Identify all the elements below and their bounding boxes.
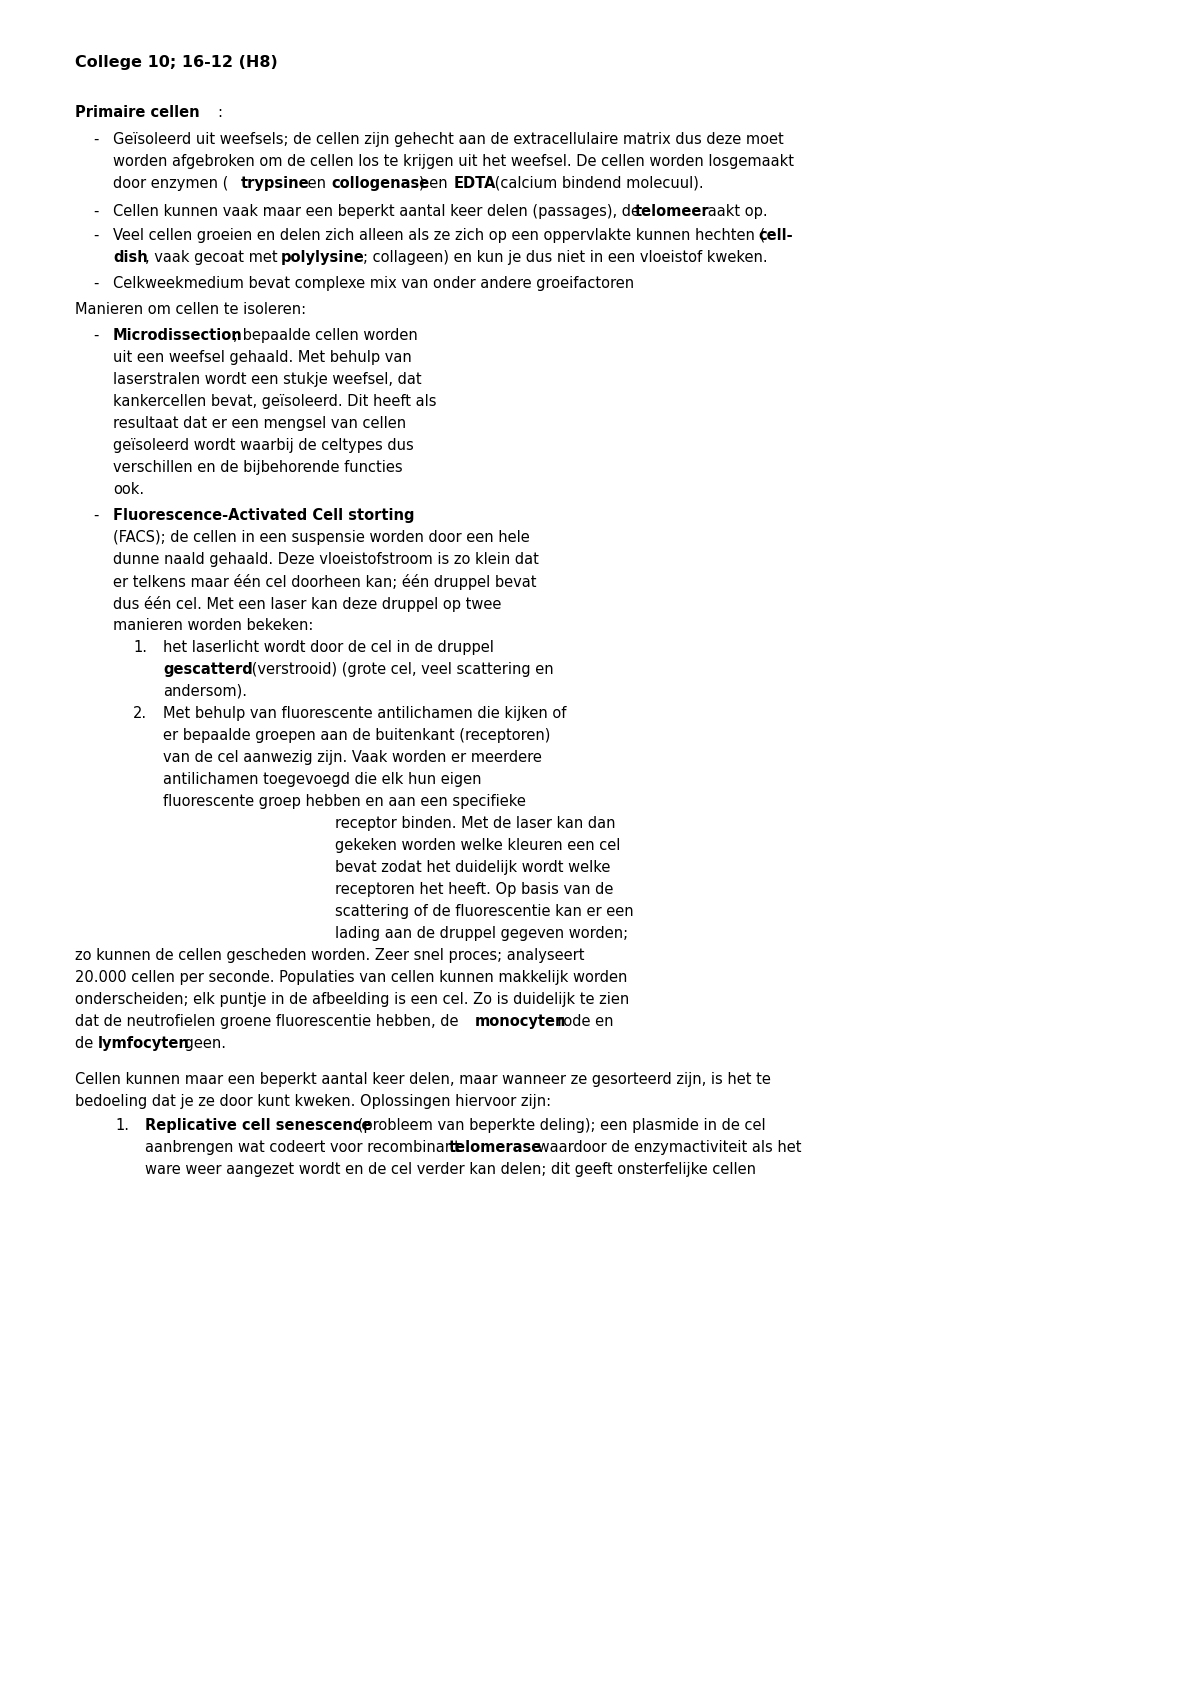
- Text: rode en: rode en: [553, 1015, 613, 1028]
- Text: -: -: [94, 507, 98, 523]
- Text: ; collageen) en kun je dus niet in een vloeistof kweken.: ; collageen) en kun je dus niet in een v…: [364, 249, 768, 265]
- Text: Microdissection: Microdissection: [113, 328, 242, 343]
- Text: ; bepaalde cellen worden: ; bepaalde cellen worden: [233, 328, 418, 343]
- Text: Cellen kunnen maar een beperkt aantal keer delen, maar wanneer ze gesorteerd zij: Cellen kunnen maar een beperkt aantal ke…: [74, 1073, 770, 1088]
- Text: trypsine: trypsine: [241, 176, 310, 192]
- Text: laserstralen wordt een stukje weefsel, dat: laserstralen wordt een stukje weefsel, d…: [113, 372, 421, 387]
- Text: collogenase: collogenase: [331, 176, 430, 192]
- Text: waardoor de enzymactiviteit als het: waardoor de enzymactiviteit als het: [533, 1140, 802, 1156]
- Text: cell-: cell-: [758, 227, 793, 243]
- Text: 1.: 1.: [133, 640, 146, 655]
- Text: bedoeling dat je ze door kunt kweken. Oplossingen hiervoor zijn:: bedoeling dat je ze door kunt kweken. Op…: [74, 1095, 551, 1110]
- Text: door enzymen (: door enzymen (: [113, 176, 228, 192]
- Text: Met behulp van fluorescente antilichamen die kijken of: Met behulp van fluorescente antilichamen…: [163, 706, 566, 721]
- Text: (calcium bindend molecuul).: (calcium bindend molecuul).: [490, 176, 703, 192]
- Text: dus één cel. Met een laser kan deze druppel op twee: dus één cel. Met een laser kan deze drup…: [113, 596, 502, 613]
- Text: andersom).: andersom).: [163, 684, 247, 699]
- Text: (verstrooid) (grote cel, veel scattering en: (verstrooid) (grote cel, veel scattering…: [247, 662, 553, 677]
- Text: ook.: ook.: [113, 482, 144, 497]
- Text: fluorescente groep hebben en aan een specifieke: fluorescente groep hebben en aan een spe…: [163, 794, 526, 809]
- Text: verschillen en de bijbehorende functies: verschillen en de bijbehorende functies: [113, 460, 403, 475]
- Text: geen.: geen.: [180, 1035, 226, 1050]
- Text: telomeer: telomeer: [635, 204, 709, 219]
- Text: Cellen kunnen vaak maar een beperkt aantal keer delen (passages), de: Cellen kunnen vaak maar een beperkt aant…: [113, 204, 644, 219]
- Text: Manieren om cellen te isoleren:: Manieren om cellen te isoleren:: [74, 302, 306, 317]
- Text: dat de neutrofielen groene fluorescentie hebben, de: dat de neutrofielen groene fluorescentie…: [74, 1015, 463, 1028]
- Text: College 10; 16-12 (H8): College 10; 16-12 (H8): [74, 54, 277, 70]
- Text: -: -: [94, 328, 98, 343]
- Text: zo kunnen de cellen gescheden worden. Zeer snel proces; analyseert: zo kunnen de cellen gescheden worden. Ze…: [74, 949, 584, 962]
- Text: antilichamen toegevoegd die elk hun eigen: antilichamen toegevoegd die elk hun eige…: [163, 772, 481, 787]
- Text: Primaire cellen: Primaire cellen: [74, 105, 199, 120]
- Text: lading aan de druppel gegeven worden;: lading aan de druppel gegeven worden;: [335, 927, 628, 942]
- Text: dish: dish: [113, 249, 148, 265]
- Text: 1.: 1.: [115, 1118, 130, 1134]
- Text: Geïsoleerd uit weefsels; de cellen zijn gehecht aan de extracellulaire matrix du: Geïsoleerd uit weefsels; de cellen zijn …: [113, 132, 784, 148]
- Text: van de cel aanwezig zijn. Vaak worden er meerdere: van de cel aanwezig zijn. Vaak worden er…: [163, 750, 542, 765]
- Text: polylysine: polylysine: [281, 249, 365, 265]
- Text: en: en: [302, 176, 331, 192]
- Text: kankercellen bevat, geïsoleerd. Dit heeft als: kankercellen bevat, geïsoleerd. Dit heef…: [113, 394, 437, 409]
- Text: gekeken worden welke kleuren een cel: gekeken worden welke kleuren een cel: [335, 838, 620, 854]
- Text: Fluorescence-Activated Cell storting: Fluorescence-Activated Cell storting: [113, 507, 414, 523]
- Text: uit een weefsel gehaald. Met behulp van: uit een weefsel gehaald. Met behulp van: [113, 350, 412, 365]
- Text: er bepaalde groepen aan de buitenkant (receptoren): er bepaalde groepen aan de buitenkant (r…: [163, 728, 551, 743]
- Text: (FACS); de cellen in een suspensie worden door een hele: (FACS); de cellen in een suspensie worde…: [113, 529, 529, 545]
- Text: -: -: [94, 132, 98, 148]
- Text: de: de: [74, 1035, 98, 1050]
- Text: , vaak gecoat met: , vaak gecoat met: [145, 249, 282, 265]
- Text: monocyten: monocyten: [475, 1015, 566, 1028]
- Text: -: -: [94, 227, 98, 243]
- Text: geïsoleerd wordt waarbij de celtypes dus: geïsoleerd wordt waarbij de celtypes dus: [113, 438, 414, 453]
- Text: Celkweekmedium bevat complexe mix van onder andere groeifactoren: Celkweekmedium bevat complexe mix van on…: [113, 277, 634, 290]
- Text: dunne naald gehaald. Deze vloeistofstroom is zo klein dat: dunne naald gehaald. Deze vloeistofstroo…: [113, 552, 539, 567]
- Text: EDTA: EDTA: [454, 176, 497, 192]
- Text: raakt op.: raakt op.: [697, 204, 768, 219]
- Text: -: -: [94, 277, 98, 290]
- Text: worden afgebroken om de cellen los te krijgen uit het weefsel. De cellen worden : worden afgebroken om de cellen los te kr…: [113, 154, 794, 170]
- Text: 20.000 cellen per seconde. Populaties van cellen kunnen makkelijk worden: 20.000 cellen per seconde. Populaties va…: [74, 971, 628, 984]
- Text: ware weer aangezet wordt en de cel verder kan delen; dit geeft onsterfelijke cel: ware weer aangezet wordt en de cel verde…: [145, 1162, 756, 1178]
- Text: bevat zodat het duidelijk wordt welke: bevat zodat het duidelijk wordt welke: [335, 860, 611, 876]
- Text: -: -: [94, 204, 98, 219]
- Text: gescatterd: gescatterd: [163, 662, 253, 677]
- Text: resultaat dat er een mengsel van cellen: resultaat dat er een mengsel van cellen: [113, 416, 406, 431]
- Text: er telkens maar één cel doorheen kan; één druppel bevat: er telkens maar één cel doorheen kan; éé…: [113, 574, 536, 591]
- Text: onderscheiden; elk puntje in de afbeelding is een cel. Zo is duidelijk te zien: onderscheiden; elk puntje in de afbeeldi…: [74, 993, 629, 1006]
- Text: het laserlicht wordt door de cel in de druppel: het laserlicht wordt door de cel in de d…: [163, 640, 494, 655]
- Text: Replicative cell senescence: Replicative cell senescence: [145, 1118, 372, 1134]
- Text: receptoren het heeft. Op basis van de: receptoren het heeft. Op basis van de: [335, 882, 613, 898]
- Text: Veel cellen groeien en delen zich alleen als ze zich op een oppervlakte kunnen h: Veel cellen groeien en delen zich alleen…: [113, 227, 766, 243]
- Text: receptor binden. Met de laser kan dan: receptor binden. Met de laser kan dan: [335, 816, 616, 832]
- Text: telomerase: telomerase: [449, 1140, 542, 1156]
- Text: ) en: ) en: [419, 176, 452, 192]
- Text: manieren worden bekeken:: manieren worden bekeken:: [113, 618, 313, 633]
- Text: scattering of de fluorescentie kan er een: scattering of de fluorescentie kan er ee…: [335, 905, 634, 920]
- Text: (probleem van beperkte deling); een plasmide in de cel: (probleem van beperkte deling); een plas…: [353, 1118, 766, 1134]
- Text: :: :: [217, 105, 222, 120]
- Text: aanbrengen wat codeert voor recombinant: aanbrengen wat codeert voor recombinant: [145, 1140, 464, 1156]
- Text: 2.: 2.: [133, 706, 148, 721]
- Text: lymfocyten: lymfocyten: [98, 1035, 190, 1050]
